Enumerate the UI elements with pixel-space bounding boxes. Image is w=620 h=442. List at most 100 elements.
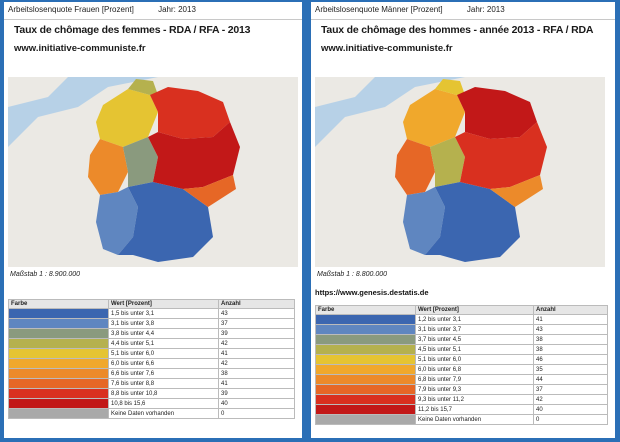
color-swatch [9, 329, 108, 338]
legend-row: Keine Daten vorhanden 0 [8, 408, 295, 419]
region-north [435, 79, 465, 95]
color-swatch [9, 319, 108, 328]
color-swatch-cell [315, 414, 416, 425]
count-cell: 38 [533, 344, 608, 355]
color-swatch [9, 409, 108, 418]
color-swatch [316, 365, 415, 374]
count-cell: 38 [533, 334, 608, 345]
color-swatch [9, 399, 108, 408]
legend-table-men: Farbe Wert [Prozent] Anzahl 1,2 bis unte… [315, 305, 608, 425]
map-scale: Maßstab 1 : 8.900.000 [10, 271, 81, 278]
color-swatch-cell [8, 338, 109, 349]
color-swatch [316, 335, 415, 344]
color-swatch-cell [8, 358, 109, 369]
region-north [128, 79, 158, 95]
column-header: Farbe [315, 305, 416, 315]
value-range-cell: 6,0 bis unter 6,8 [415, 364, 534, 375]
count-cell: 39 [218, 388, 295, 399]
northwest-land [8, 77, 68, 107]
count-cell: 46 [533, 354, 608, 365]
value-range-cell: 7,9 bis unter 9,3 [415, 384, 534, 395]
website-label: www.initiative-communiste.fr [321, 43, 453, 54]
count-cell: 42 [533, 394, 608, 405]
legend-row: 3,1 bis unter 3,8 37 [8, 318, 295, 329]
color-swatch-cell [315, 354, 416, 365]
northwest-land [315, 77, 375, 107]
count-cell: 41 [218, 348, 295, 359]
color-swatch-cell [8, 378, 109, 389]
color-swatch-cell [8, 318, 109, 329]
legend-row: 10,8 bis 15,6 40 [8, 398, 295, 409]
germany-regions [88, 79, 240, 262]
count-cell: 43 [218, 308, 295, 319]
color-swatch [316, 375, 415, 384]
region-west [88, 139, 128, 195]
map-title: Taux de chômage des femmes - RDA / RFA -… [14, 24, 251, 36]
region-northwest [96, 89, 158, 147]
legend-row: 9,3 bis unter 11,2 42 [315, 394, 608, 405]
legend-row: 5,1 bis unter 6,0 46 [315, 354, 608, 365]
map-title: Taux de chômage des hommes - année 2013 … [321, 24, 594, 36]
legend-row: 4,5 bis unter 5,1 38 [315, 344, 608, 355]
color-swatch-cell [8, 348, 109, 359]
region-south [425, 182, 520, 262]
value-range-cell: 1,2 bis unter 3,1 [415, 314, 534, 325]
count-cell: 0 [218, 408, 295, 419]
legend-rows: 1,5 bis unter 3,1 43 3,1 bis unter 3,8 37 3,… [8, 308, 295, 419]
header-label: Arbeitslosenquote Männer [Prozent] [315, 5, 443, 14]
color-swatch-cell [315, 334, 416, 345]
region-central [123, 137, 158, 187]
color-swatch-cell [315, 344, 416, 355]
legend-row: 6,6 bis unter 7,6 38 [8, 368, 295, 379]
germany-regions [395, 79, 547, 262]
color-swatch-cell [8, 328, 109, 339]
color-swatch [316, 325, 415, 334]
region-northeast [457, 87, 537, 139]
legend-row: 5,1 bis unter 6,0 41 [8, 348, 295, 359]
region-southeast [183, 175, 236, 207]
color-swatch [9, 309, 108, 318]
value-range-cell: 5,1 bis unter 6,0 [108, 348, 219, 359]
header-year: Jahr: 2013 [158, 5, 196, 14]
color-swatch-cell [8, 398, 109, 409]
column-header: Anzahl [533, 305, 608, 315]
color-swatch [9, 389, 108, 398]
value-range-cell: 11,2 bis 15,7 [415, 404, 534, 415]
value-range-cell: 3,8 bis unter 4,4 [108, 328, 219, 339]
panel-header: Arbeitslosenquote Frauen [Prozent] Jahr:… [4, 2, 302, 20]
legend-row: 1,5 bis unter 3,1 43 [8, 308, 295, 319]
value-range-cell: 1,5 bis unter 3,1 [108, 308, 219, 319]
source-url: https://www.genesis.destatis.de [315, 288, 429, 297]
value-range-cell: 6,8 bis unter 7,9 [415, 374, 534, 385]
legend-row: 6,8 bis unter 7,9 44 [315, 374, 608, 385]
color-swatch-cell [8, 388, 109, 399]
region-east [455, 122, 547, 189]
region-southeast [490, 175, 543, 207]
color-swatch [9, 339, 108, 348]
value-range-cell: Keine Daten vorhanden [108, 408, 219, 419]
count-cell: 41 [533, 314, 608, 325]
value-range-cell: 8,8 bis unter 10,8 [108, 388, 219, 399]
map-scale: Maßstab 1 : 8.800.000 [317, 271, 388, 278]
legend-header-row: Farbe Wert [Prozent] Anzahl [315, 305, 608, 315]
germany-choropleth-map-women [8, 77, 298, 267]
region-east [148, 122, 240, 189]
region-northwest [403, 89, 465, 147]
color-swatch-cell [8, 368, 109, 379]
color-swatch [9, 359, 108, 368]
legend-row: 1,2 bis unter 3,1 41 [315, 314, 608, 325]
column-header: Anzahl [218, 299, 295, 309]
men-unemployment-panel: Arbeitslosenquote Männer [Prozent] Jahr:… [311, 2, 615, 438]
region-south [118, 182, 213, 262]
count-cell: 40 [218, 398, 295, 409]
count-cell: 40 [533, 404, 608, 415]
color-swatch [316, 315, 415, 324]
legend-rows: 1,2 bis unter 3,1 41 3,1 bis unter 3,7 43 3,… [315, 314, 608, 425]
header-label: Arbeitslosenquote Frauen [Prozent] [8, 5, 134, 14]
count-cell: 38 [218, 368, 295, 379]
legend-row: 6,0 bis unter 6,6 42 [8, 358, 295, 369]
value-range-cell: 7,6 bis unter 8,8 [108, 378, 219, 389]
value-range-cell: 6,0 bis unter 6,6 [108, 358, 219, 369]
panel-header: Arbeitslosenquote Männer [Prozent] Jahr:… [311, 2, 615, 20]
color-swatch-cell [315, 374, 416, 385]
